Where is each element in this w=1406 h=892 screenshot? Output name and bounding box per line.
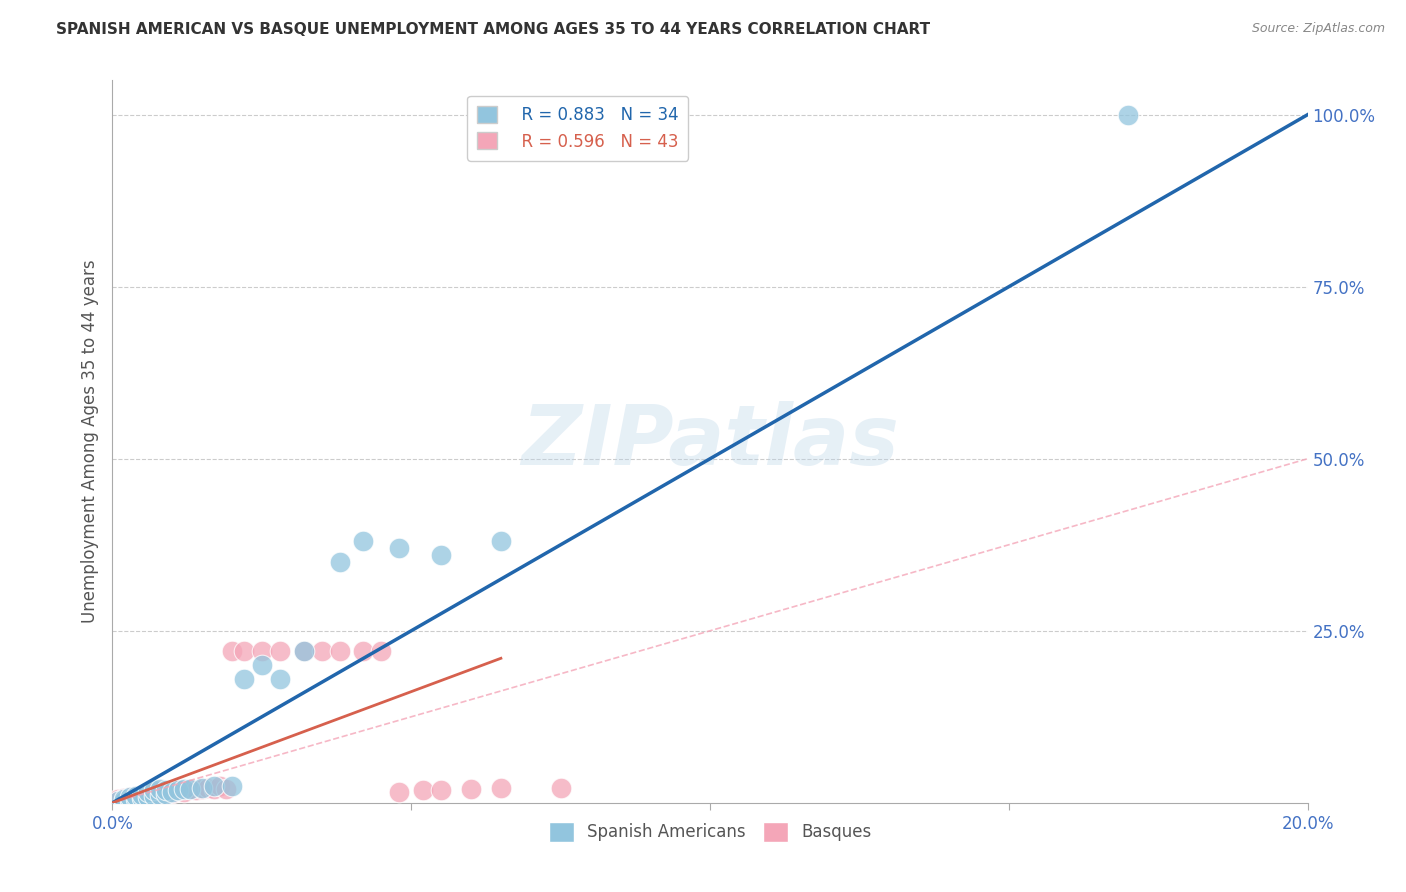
Point [370,644,392,658]
Point [215,782,238,797]
Point [125,791,148,805]
Point [191,780,214,795]
Text: ZIPatlas: ZIPatlas [522,401,898,482]
Point [460,782,482,797]
Point [269,672,291,686]
Point [107,791,129,805]
Point [179,782,201,797]
Point [292,644,315,658]
Text: Source: ZipAtlas.com: Source: ZipAtlas.com [1251,22,1385,36]
Point [173,782,195,797]
Point [125,789,148,803]
Point [143,783,166,797]
Point [162,785,183,799]
Point [120,792,142,806]
Point [489,780,512,795]
Point [233,644,256,658]
Point [191,782,214,797]
Point [353,534,375,549]
Point [143,789,166,803]
Point [202,782,225,797]
Point [329,555,352,569]
Point [388,541,411,556]
Point [120,789,142,804]
Point [311,644,333,658]
Point [197,780,219,795]
Point [167,783,190,797]
Point [167,783,190,797]
Point [120,790,142,805]
Point [125,789,148,803]
Point [233,672,256,686]
Point [155,788,177,802]
Point [138,787,160,801]
Point [114,792,135,806]
Point [149,782,172,797]
Point [430,548,453,562]
Point [489,534,512,549]
Point [143,785,166,799]
Point [209,779,232,793]
Point [1118,108,1140,122]
Point [149,788,172,802]
Point [120,793,142,807]
Point [162,786,183,800]
Point [114,791,135,805]
Point [173,785,195,799]
Point [131,791,153,805]
Point [131,791,153,805]
Point [430,783,453,797]
Point [114,793,135,807]
Point [143,789,166,804]
Point [221,779,243,793]
Point [114,794,135,808]
Point [221,644,243,658]
Point [202,779,225,793]
Point [329,644,352,658]
Point [155,783,177,797]
Point [412,783,434,797]
Point [125,792,148,806]
Text: SPANISH AMERICAN VS BASQUE UNEMPLOYMENT AMONG AGES 35 TO 44 YEARS CORRELATION CH: SPANISH AMERICAN VS BASQUE UNEMPLOYMENT … [56,22,931,37]
Point [138,785,160,799]
Point [138,790,160,805]
Point [250,658,273,673]
Point [131,788,153,802]
Point [186,783,208,797]
Point [353,644,375,658]
Point [388,785,411,799]
Point [155,785,177,799]
Point [149,784,172,798]
Point [149,789,172,803]
Y-axis label: Unemployment Among Ages 35 to 44 years: Unemployment Among Ages 35 to 44 years [80,260,98,624]
Point [155,787,177,801]
Point [107,794,129,808]
Point [292,644,315,658]
Point [550,780,572,795]
Point [250,644,273,658]
Point [138,790,160,805]
Point [179,782,201,797]
Point [269,644,291,658]
Point [131,788,153,802]
Legend: Spanish Americans, Basques: Spanish Americans, Basques [543,815,877,848]
Point [107,794,129,808]
